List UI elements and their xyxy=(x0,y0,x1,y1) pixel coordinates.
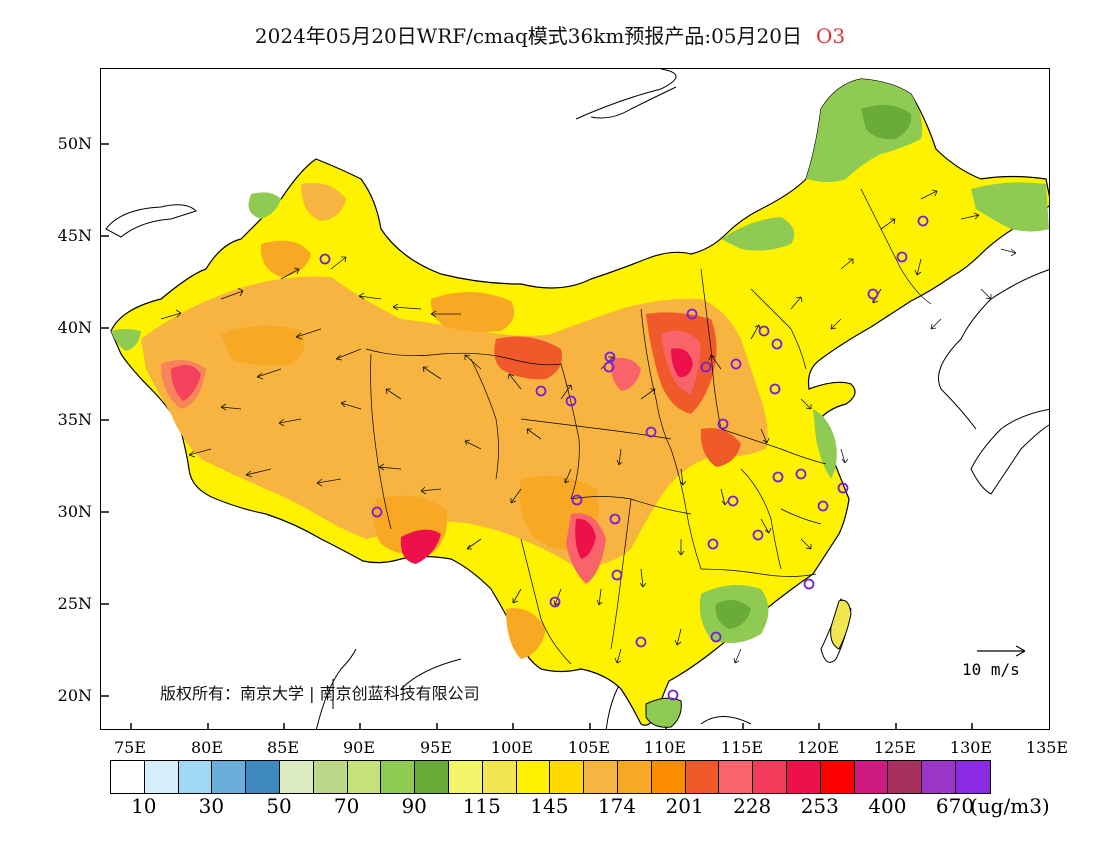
colorbar-swatch xyxy=(584,761,618,793)
lon-tick-95e: 95E xyxy=(419,738,453,757)
lon-tick-130e: 130E xyxy=(949,738,993,757)
colorbar-swatch xyxy=(246,761,280,793)
lon-tick-90e: 90E xyxy=(342,738,376,757)
colorbar-label: 228 xyxy=(733,794,772,818)
colorbar-label: 50 xyxy=(266,794,292,818)
lat-tick-25n: 25N xyxy=(57,594,92,613)
colorbar-swatch xyxy=(820,761,855,793)
colorbar-swatch xyxy=(381,761,416,793)
title-species: O3 xyxy=(815,24,846,48)
lon-tick-105e: 105E xyxy=(567,738,611,757)
colorbar-label: 145 xyxy=(530,794,569,818)
lat-tick-45n: 45N xyxy=(57,226,92,245)
colorbar-swatch xyxy=(685,761,720,793)
colorbar xyxy=(110,760,991,794)
lon-tick-110e: 110E xyxy=(643,738,687,757)
colorbar-label: 400 xyxy=(868,794,907,818)
colorbar-label: 90 xyxy=(401,794,427,818)
colorbar-swatch xyxy=(313,761,348,793)
colorbar-label: 30 xyxy=(198,794,225,818)
ozone-map[interactable] xyxy=(100,68,1050,730)
map-canvas xyxy=(101,69,1049,729)
colorbar-swatch xyxy=(719,761,754,793)
lon-tick-85e: 85E xyxy=(266,738,300,757)
colorbar-swatch xyxy=(144,761,179,793)
colorbar-label: 70 xyxy=(333,794,360,818)
lon-tick-120e: 120E xyxy=(796,738,840,757)
colorbar-label: 253 xyxy=(800,794,839,818)
colorbar-swatch xyxy=(448,761,483,793)
wind-legend-arrow xyxy=(977,645,1026,657)
lat-tick-20n: 20N xyxy=(57,686,92,705)
colorbar-swatch xyxy=(888,761,923,793)
colorbar-swatch xyxy=(550,761,585,793)
lon-tick-135e: 135E xyxy=(1025,738,1069,757)
colorbar-swatch xyxy=(212,761,247,793)
colorbar-swatch xyxy=(516,761,551,793)
colorbar-swatch xyxy=(854,761,889,793)
lat-tick-40n: 40N xyxy=(57,318,92,337)
colorbar-swatch xyxy=(111,761,145,793)
lon-tick-100e: 100E xyxy=(490,738,534,757)
colorbar-unit: (ug/m3) xyxy=(970,794,1050,818)
wind-vectors xyxy=(160,189,1017,664)
colorbar-swatch xyxy=(786,761,821,793)
colorbar-swatch xyxy=(922,761,956,793)
ozone-field xyxy=(110,78,1049,728)
colorbar-swatch xyxy=(482,761,517,793)
lat-tick-50n: 50N xyxy=(57,134,92,153)
lon-tick-115e: 115E xyxy=(720,738,764,757)
colorbar-label: 115 xyxy=(462,794,501,818)
lat-tick-35n: 35N xyxy=(57,410,92,429)
colorbar-swatch xyxy=(415,761,449,793)
colorbar-swatch xyxy=(178,761,213,793)
colorbar-swatch xyxy=(955,761,990,793)
lat-tick-30n: 30N xyxy=(57,502,92,521)
lon-tick-75e: 75E xyxy=(113,738,147,757)
colorbar-swatch xyxy=(617,761,652,793)
frame-ticks xyxy=(101,143,973,729)
colorbar-swatch xyxy=(279,761,314,793)
lon-tick-125e: 125E xyxy=(873,738,917,757)
colorbar-swatch xyxy=(347,761,382,793)
colorbar-swatch xyxy=(651,761,686,793)
colorbar-label: 201 xyxy=(665,794,704,818)
colorbar-label: 10 xyxy=(131,794,157,818)
copyright-text: 版权所有：南京大学 | 南京创蓝科技有限公司 xyxy=(160,684,480,703)
map-title: 2024年05月20日WRF/cmaq模式36km预报产品:05月20日 O3 xyxy=(0,20,1100,49)
colorbar-label: 670 xyxy=(935,794,975,818)
colorbar-label: 174 xyxy=(597,794,637,818)
station-markers xyxy=(319,215,929,701)
lon-tick-80e: 80E xyxy=(190,738,224,757)
title-main: 2024年05月20日WRF/cmaq模式36km预报产品:05月20日 xyxy=(254,24,802,48)
colorbar-swatch xyxy=(753,761,787,793)
wind-legend-label: 10 m/s xyxy=(962,660,1020,679)
